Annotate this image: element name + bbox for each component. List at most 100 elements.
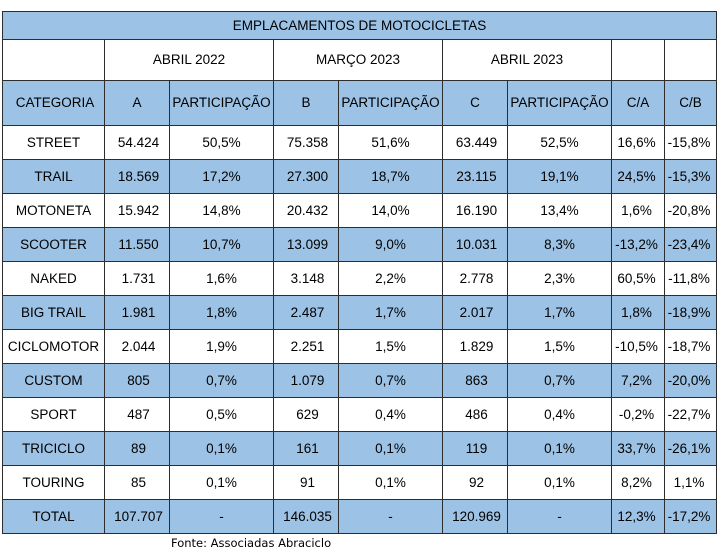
- column-header: C/A: [611, 80, 665, 126]
- share-c-cell: 0,7%: [507, 363, 612, 398]
- value-c-cell: 119: [442, 431, 508, 466]
- share-a-cell: 17,2%: [169, 159, 274, 194]
- ratio-ca-cell: 60,5%: [611, 261, 665, 296]
- ratio-cb-cell: -15,3%: [663, 159, 718, 194]
- value-a-cell: 1.731: [104, 261, 170, 296]
- ratio-cb-cell: -15,8%: [663, 125, 718, 160]
- share-a-cell: -: [169, 499, 274, 534]
- share-b-cell: 2,2%: [338, 261, 443, 296]
- value-a-cell: 11.550: [104, 227, 170, 262]
- share-a-cell: 10,7%: [169, 227, 274, 262]
- share-c-cell: 0,4%: [507, 397, 612, 432]
- share-c-cell: 1,5%: [507, 329, 612, 364]
- value-a-cell: 1.981: [104, 295, 170, 330]
- ratio-cb-cell: -23,4%: [663, 227, 718, 262]
- share-c-cell: 0,1%: [507, 431, 612, 466]
- category-cell: TRICICLO: [2, 431, 105, 466]
- column-header: PARTICIPAÇÃO: [169, 80, 274, 126]
- value-c-cell: 23.115: [442, 159, 508, 194]
- value-b-cell: 146.035: [273, 499, 339, 534]
- share-b-cell: 0,4%: [338, 397, 443, 432]
- category-cell: TRAIL: [2, 159, 105, 194]
- category-cell: CICLOMOTOR: [2, 329, 105, 364]
- category-cell: STREET: [2, 125, 105, 160]
- ratio-ca-cell: -13,2%: [611, 227, 665, 262]
- share-a-cell: 1,8%: [169, 295, 274, 330]
- share-b-cell: 0,1%: [338, 465, 443, 500]
- category-cell: SPORT: [2, 397, 105, 432]
- value-b-cell: 13.099: [273, 227, 339, 262]
- value-a-cell: 18.569: [104, 159, 170, 194]
- table-row: TOURING 85 0,1% 91 0,1% 92 0,1% 8,2% 1,1%: [2, 465, 718, 500]
- value-a-cell: 89: [104, 431, 170, 466]
- share-b-cell: 18,7%: [338, 159, 443, 194]
- value-b-cell: 629: [273, 397, 339, 432]
- table-row: SPORT 487 0,5% 629 0,4% 486 0,4% -0,2% -22,7%: [2, 397, 718, 432]
- value-b-cell: 2.251: [273, 329, 339, 364]
- ratio-ca-cell: 1,6%: [611, 193, 665, 228]
- value-b-cell: 161: [273, 431, 339, 466]
- table-row: TRAIL 18.569 17,2% 27.300 18,7% 23.115 19,1% 24…: [2, 159, 718, 194]
- share-c-cell: 52,5%: [507, 125, 612, 160]
- ratio-cb-cell: -22,7%: [663, 397, 718, 432]
- value-b-cell: 27.300: [273, 159, 339, 194]
- ratio-ca-cell: 8,2%: [611, 465, 665, 500]
- ratio-ca-cell: 16,6%: [611, 125, 665, 160]
- share-c-cell: 19,1%: [507, 159, 612, 194]
- table-title: EMPLACAMENTOS DE MOTOCICLETAS: [1, 11, 718, 40]
- share-a-cell: 0,7%: [169, 363, 274, 398]
- period-header-abril-2023: ABRIL 2023: [442, 39, 612, 81]
- share-b-cell: -: [338, 499, 443, 534]
- share-a-cell: 14,8%: [169, 193, 274, 228]
- value-c-cell: 16.190: [442, 193, 508, 228]
- ratio-ca-cell: 33,7%: [611, 431, 665, 466]
- column-header: PARTICIPAÇÃO: [338, 80, 443, 126]
- empty-header-cell: [663, 39, 718, 81]
- category-cell: TOTAL: [2, 499, 105, 534]
- motorcycle-registrations-table: EMPLACAMENTOS DE MOTOCICLETAS ABRIL 2022…: [1, 11, 718, 534]
- column-header-row: CATEGORIA A PARTICIPAÇÃO B PARTICIPAÇÃO …: [2, 80, 718, 126]
- category-cell: MOTONETA: [2, 193, 105, 228]
- column-header: C: [442, 80, 508, 126]
- value-a-cell: 15.942: [104, 193, 170, 228]
- ratio-ca-cell: -10,5%: [611, 329, 665, 364]
- share-a-cell: 0,1%: [169, 465, 274, 500]
- column-header: B: [273, 80, 339, 126]
- ratio-cb-cell: -26,1%: [663, 431, 718, 466]
- share-b-cell: 1,7%: [338, 295, 443, 330]
- value-c-cell: 486: [442, 397, 508, 432]
- share-a-cell: 1,6%: [169, 261, 274, 296]
- value-b-cell: 91: [273, 465, 339, 500]
- table-row: TOTAL 107.707-146.035-120.969-12,3% -17,2%: [2, 499, 718, 534]
- share-b-cell: 51,6%: [338, 125, 443, 160]
- category-cell: CUSTOM: [2, 363, 105, 398]
- table-body: STREET 54.424 50,5% 75.358 51,6% 63.449 52,5% 1…: [2, 125, 718, 534]
- ratio-ca-cell: -0,2%: [611, 397, 665, 432]
- ratio-cb-cell: -17,2%: [663, 499, 718, 534]
- table-row: NAKED 1.731 1,6% 3.148 2,2% 2.778 2,3% 60,5% -11…: [2, 261, 718, 296]
- column-header: PARTICIPAÇÃO: [507, 80, 612, 126]
- value-b-cell: 2.487: [273, 295, 339, 330]
- ratio-cb-cell: 1,1%: [663, 465, 718, 500]
- value-a-cell: 487: [104, 397, 170, 432]
- column-header: A: [104, 80, 170, 126]
- period-header-abril-2022: ABRIL 2022: [104, 39, 274, 81]
- share-b-cell: 9,0%: [338, 227, 443, 262]
- category-cell: NAKED: [2, 261, 105, 296]
- table-row: CICLOMOTOR 2.044 1,9% 2.251 1,5% 1.829 1,5% -10…: [2, 329, 718, 364]
- value-c-cell: 2.778: [442, 261, 508, 296]
- table-row: TRICICLO 89 0,1% 161 0,1% 119 0,1% 33,7% -26,1%: [2, 431, 718, 466]
- value-a-cell: 805: [104, 363, 170, 398]
- share-a-cell: 0,5%: [169, 397, 274, 432]
- value-c-cell: 10.031: [442, 227, 508, 262]
- share-b-cell: 14,0%: [338, 193, 443, 228]
- share-c-cell: 8,3%: [507, 227, 612, 262]
- ratio-ca-cell: 24,5%: [611, 159, 665, 194]
- value-a-cell: 54.424: [104, 125, 170, 160]
- value-b-cell: 75.358: [273, 125, 339, 160]
- ratio-ca-cell: 12,3%: [611, 499, 665, 534]
- share-b-cell: 1,5%: [338, 329, 443, 364]
- share-c-cell: 1,7%: [507, 295, 612, 330]
- ratio-cb-cell: -20,8%: [663, 193, 718, 228]
- value-c-cell: 2.017: [442, 295, 508, 330]
